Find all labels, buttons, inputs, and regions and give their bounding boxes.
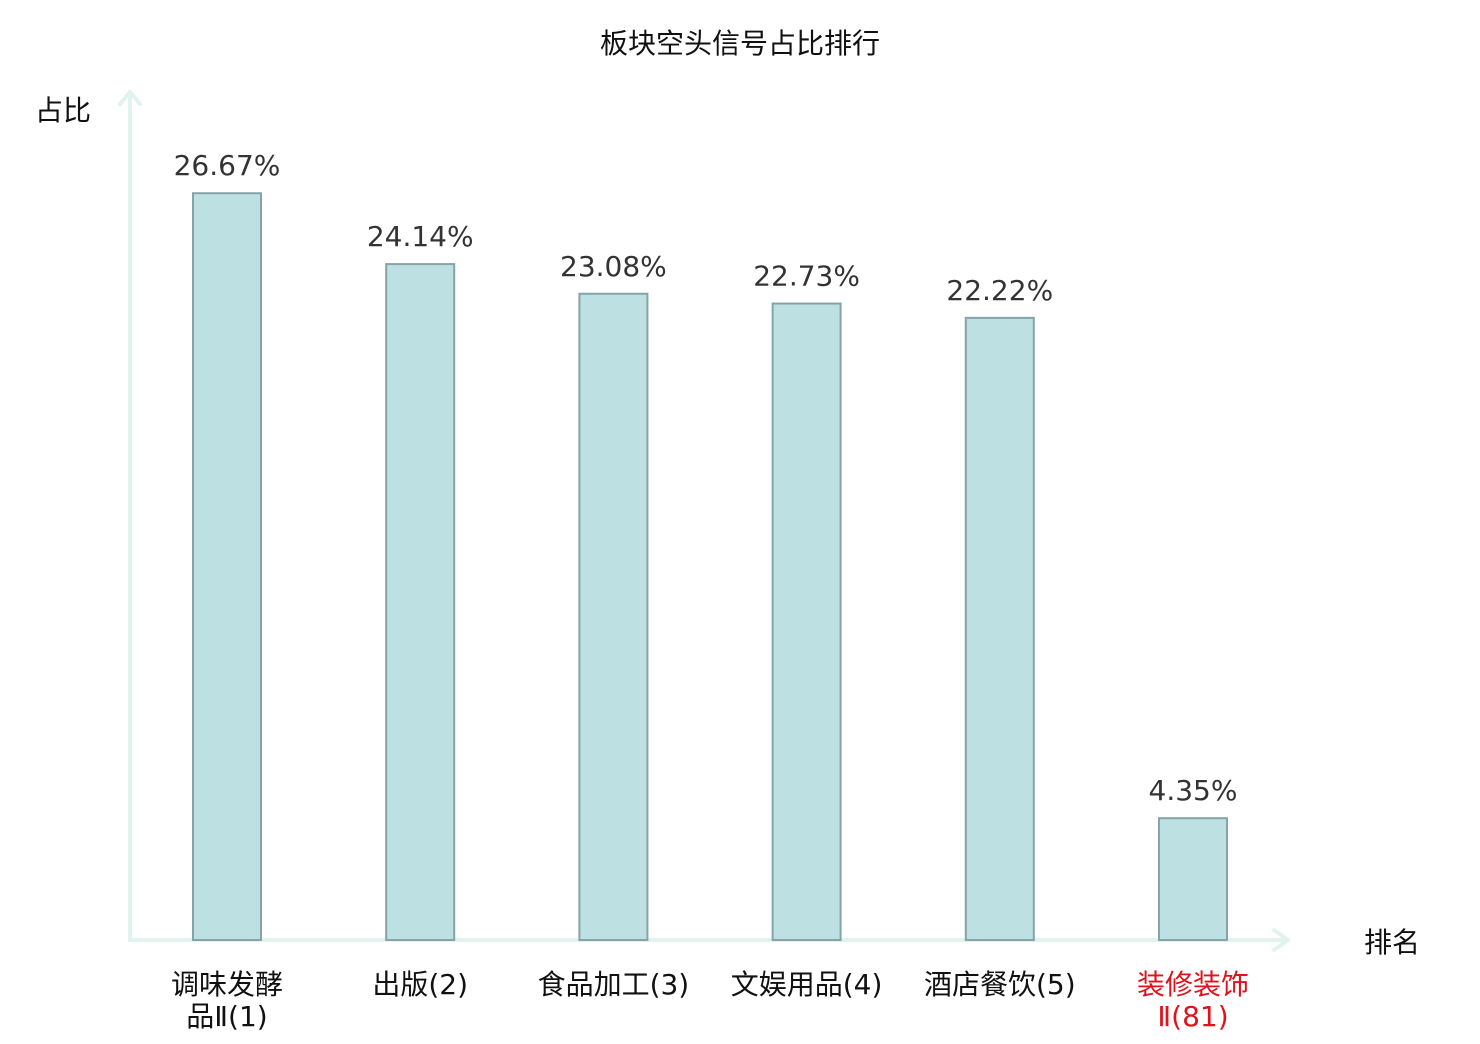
x-axis: 排名 (128, 926, 1420, 959)
category-label: 食品加工(3) (538, 968, 690, 1001)
bar-value-label: 24.14% (367, 220, 474, 253)
bar-value-label: 4.35% (1149, 774, 1238, 807)
bar-value-label: 23.08% (560, 250, 667, 283)
bar (964, 316, 1035, 941)
category-label: 品Ⅱ(1) (186, 1000, 267, 1033)
chart-title: 板块空头信号占比排行 (600, 27, 880, 60)
y-axis-label: 占比 (35, 94, 91, 127)
y-axis: 占比 (35, 90, 142, 942)
bar-value-label: 22.22% (946, 274, 1053, 307)
category-label: 酒店餐饮(5) (924, 968, 1076, 1001)
x-axis-arrow-icon (1272, 928, 1290, 952)
bar (385, 263, 456, 941)
bar (1158, 817, 1228, 942)
bars (192, 192, 1228, 942)
value-labels: 26.67% 24.14% 23.08% 22.73% 22.22% 4.35% (174, 149, 1238, 807)
category-label: 出版(2) (372, 968, 468, 1001)
category-label: 装修装饰 (1137, 968, 1249, 1001)
x-axis-label: 排名 (1364, 926, 1420, 959)
bar (771, 302, 842, 941)
bar-value-label: 22.73% (753, 260, 860, 293)
category-label: 调味发酵 (171, 968, 283, 1001)
bar (578, 292, 649, 941)
category-label: 文娱用品(4) (731, 968, 883, 1001)
category-label: Ⅱ(81) (1157, 1000, 1228, 1033)
bar (192, 192, 262, 942)
bar-value-label: 26.67% (174, 149, 281, 182)
y-axis-arrow-icon (118, 90, 142, 106)
